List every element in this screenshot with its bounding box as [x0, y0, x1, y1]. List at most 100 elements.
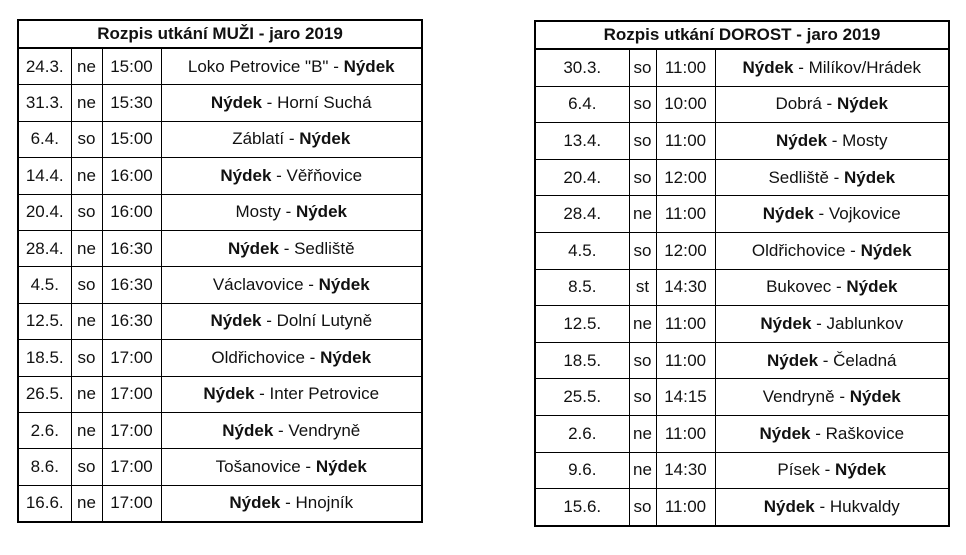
match-teams: Sedliště - Nýdek: [714, 158, 950, 197]
match-date: 25.5.: [534, 378, 630, 416]
away-team: Nýdek: [860, 240, 912, 260]
team-separator: -: [280, 202, 296, 222]
match-time: 11:00: [655, 414, 716, 453]
table-row: 26.5. ne 17:00 Nýdek - Inter Petrovice: [17, 375, 423, 413]
team-separator: -: [814, 496, 830, 516]
team-separator: -: [831, 277, 847, 297]
away-team: Vendryně: [288, 420, 361, 440]
home-team: Mosty: [235, 202, 281, 222]
table-row: 2.6. ne 11:00 Nýdek - Raškovice: [534, 414, 950, 453]
table-row: 16.6. ne 17:00 Nýdek - Hnojník: [17, 484, 423, 523]
match-list: 24.3. ne 15:00 Loko Petrovice "B" - Nýdek 31…: [17, 47, 423, 523]
table-row: 20.4. so 16:00 Mosty - Nýdek: [17, 193, 423, 231]
team-separator: -: [303, 275, 319, 295]
home-team: Dobrá: [775, 94, 822, 114]
match-teams: Vendryně - Nýdek: [714, 378, 950, 416]
match-day: ne: [70, 375, 103, 413]
match-time: 17:00: [101, 484, 162, 523]
team-separator: -: [811, 313, 827, 333]
match-time: 16:30: [101, 266, 162, 304]
table-title: Rozpis utkání DOROST - jaro 2019: [534, 20, 950, 50]
match-teams: Nýdek - Horní Suchá: [160, 84, 423, 122]
home-team: Nýdek: [776, 130, 828, 150]
match-teams: Nýdek - Čeladná: [714, 341, 950, 380]
away-team: Dolní Lutyně: [276, 311, 373, 331]
away-team: Nýdek: [299, 129, 351, 149]
match-day: ne: [70, 157, 103, 195]
match-day: so: [70, 448, 103, 486]
away-team: Hukvaldy: [829, 496, 900, 516]
match-date: 14.4.: [17, 157, 72, 195]
match-time: 16:30: [101, 302, 162, 341]
match-teams: Oldřichovice - Nýdek: [160, 339, 423, 377]
away-team: Věřňovice: [286, 165, 363, 185]
away-team: Jablunkov: [826, 313, 904, 333]
team-separator: -: [821, 94, 837, 114]
match-teams: Nýdek - Raškovice: [714, 414, 950, 453]
match-teams: Dobrá - Nýdek: [714, 85, 950, 124]
table-row: 31.3. ne 15:30 Nýdek - Horní Suchá: [17, 84, 423, 122]
match-day: so: [70, 339, 103, 377]
team-separator: -: [828, 167, 845, 187]
match-time: 15:00: [101, 120, 162, 159]
team-separator: -: [261, 93, 278, 113]
home-team: Václavovice: [212, 275, 304, 295]
table-row: 6.4. so 15:00 Záblatí - Nýdek: [17, 120, 423, 159]
team-separator: -: [810, 423, 826, 443]
match-day: so: [70, 120, 103, 159]
table-row: 18.5. so 17:00 Oldřichovice - Nýdek: [17, 339, 423, 377]
match-time: 11:00: [655, 48, 716, 87]
match-time: 17:00: [101, 411, 162, 450]
home-team: Nýdek: [227, 238, 279, 258]
table-row: 8.6. so 17:00 Tošanovice - Nýdek: [17, 448, 423, 486]
match-day: ne: [70, 302, 103, 341]
away-team: Nýdek: [343, 56, 395, 76]
match-day: ne: [70, 84, 103, 122]
table-row: 30.3. so 11:00 Nýdek - Milíkov/Hrádek: [534, 48, 950, 87]
team-separator: -: [304, 347, 321, 367]
match-day: ne: [70, 484, 103, 523]
match-day: ne: [70, 411, 103, 450]
match-date: 30.3.: [534, 48, 630, 87]
match-day: so: [628, 341, 657, 380]
team-separator: -: [818, 350, 834, 370]
match-day: so: [70, 266, 103, 304]
match-teams: Nýdek - Milíkov/Hrádek: [714, 48, 950, 87]
away-team: Raškovice: [825, 423, 905, 443]
match-time: 12:00: [655, 158, 716, 197]
home-team: Nýdek: [767, 350, 819, 370]
match-time: 11:00: [655, 341, 716, 380]
table-row: 28.4. ne 11:00 Nýdek - Vojkovice: [534, 195, 950, 233]
table-row: 2.6. ne 17:00 Nýdek - Vendryně: [17, 411, 423, 450]
home-team: Sedliště: [768, 167, 829, 187]
match-day: ne: [70, 229, 103, 268]
match-time: 17:00: [101, 448, 162, 486]
match-time: 11:00: [655, 195, 716, 233]
away-team: Milíkov/Hrádek: [808, 57, 922, 77]
home-team: Oldřichovice: [751, 240, 846, 260]
home-team: Nýdek: [742, 57, 794, 77]
match-day: so: [628, 85, 657, 124]
home-team: Záblatí: [232, 129, 285, 149]
away-team: Nýdek: [315, 456, 367, 476]
match-date: 18.5.: [534, 341, 630, 380]
table-row: 15.6. so 11:00 Nýdek - Hukvaldy: [534, 488, 950, 527]
away-team: Nýdek: [320, 347, 372, 367]
home-team: Loko Petrovice "B": [187, 56, 329, 76]
home-team: Nýdek: [229, 493, 281, 513]
team-separator: -: [273, 420, 289, 440]
team-separator: -: [284, 129, 300, 149]
match-teams: Nýdek - Hukvaldy: [714, 488, 950, 527]
match-day: ne: [628, 414, 657, 453]
match-day: ne: [70, 47, 103, 86]
match-time: 15:30: [101, 84, 162, 122]
match-date: 28.4.: [17, 229, 72, 268]
match-time: 11:00: [655, 305, 716, 343]
home-team: Nýdek: [762, 204, 814, 224]
away-team: Sedliště: [294, 238, 355, 258]
team-separator: -: [845, 240, 861, 260]
match-time: 12:00: [655, 231, 716, 270]
table-row: 9.6. ne 14:30 Písek - Nýdek: [534, 451, 950, 490]
table-row: 20.4. so 12:00 Sedliště - Nýdek: [534, 158, 950, 197]
match-date: 20.4.: [534, 158, 630, 197]
